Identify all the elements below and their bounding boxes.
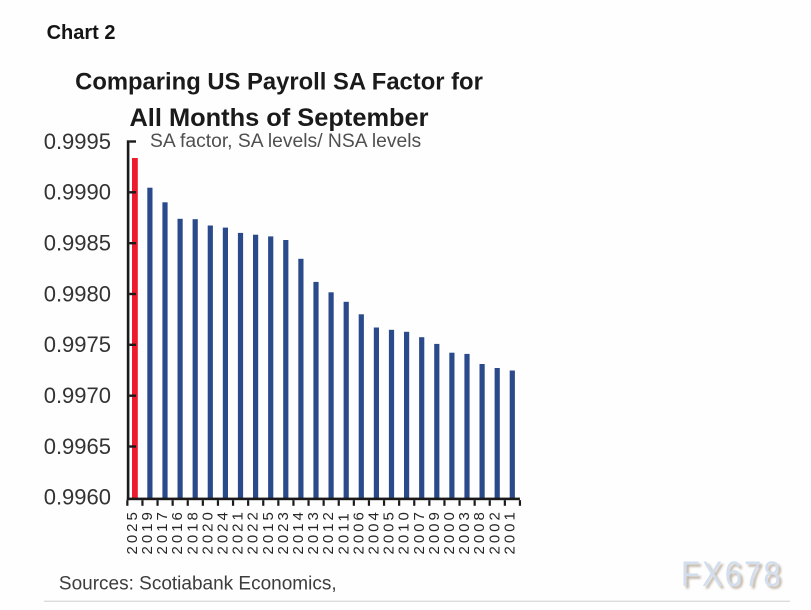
svg-text:0.9965: 0.9965 [44,434,111,459]
svg-text:All Months of September: All Months of September [129,104,428,132]
svg-text:2019: 2019 [139,509,156,554]
svg-text:2023: 2023 [275,509,292,554]
svg-text:2015: 2015 [260,509,277,554]
svg-text:2012: 2012 [320,509,337,554]
svg-text:2022: 2022 [245,509,262,554]
svg-text:2016: 2016 [169,509,186,554]
svg-text:2008: 2008 [471,509,488,554]
svg-text:2014: 2014 [290,509,307,554]
svg-text:0.9990: 0.9990 [44,180,111,205]
svg-text:2011: 2011 [335,510,352,554]
svg-text:2024: 2024 [215,509,232,554]
svg-text:FX678: FX678 [681,554,783,593]
svg-text:2004: 2004 [366,509,383,554]
svg-text:2025: 2025 [124,509,141,554]
svg-text:2017: 2017 [154,509,171,554]
svg-text:Sources: Scotiabank Economics,: Sources: Scotiabank Economics, [59,573,337,594]
svg-text:2009: 2009 [426,509,443,554]
svg-text:0.9970: 0.9970 [44,383,111,408]
svg-text:0.9985: 0.9985 [44,231,111,256]
svg-text:2018: 2018 [184,509,201,554]
svg-text:2000: 2000 [441,509,458,554]
svg-text:2001: 2001 [501,509,518,554]
svg-text:2020: 2020 [199,509,216,554]
svg-text:2010: 2010 [396,509,413,554]
svg-text:Comparing US Payroll SA Factor: Comparing US Payroll SA Factor for [75,68,483,95]
svg-text:2006: 2006 [350,509,367,554]
svg-text:2005: 2005 [381,509,398,554]
svg-text:2021: 2021 [230,509,247,554]
svg-text:0.9960: 0.9960 [44,485,111,510]
svg-text:0.9980: 0.9980 [44,281,111,306]
svg-text:2002: 2002 [486,509,503,554]
svg-text:Chart 2: Chart 2 [47,22,116,44]
svg-text:2013: 2013 [305,509,322,554]
svg-text:0.9975: 0.9975 [44,332,111,357]
svg-text:2003: 2003 [456,509,473,554]
svg-text:2007: 2007 [411,509,428,554]
svg-text:SA factor, SA levels/ NSA leve: SA factor, SA levels/ NSA levels [150,131,421,152]
svg-text:0.9995: 0.9995 [44,129,111,154]
